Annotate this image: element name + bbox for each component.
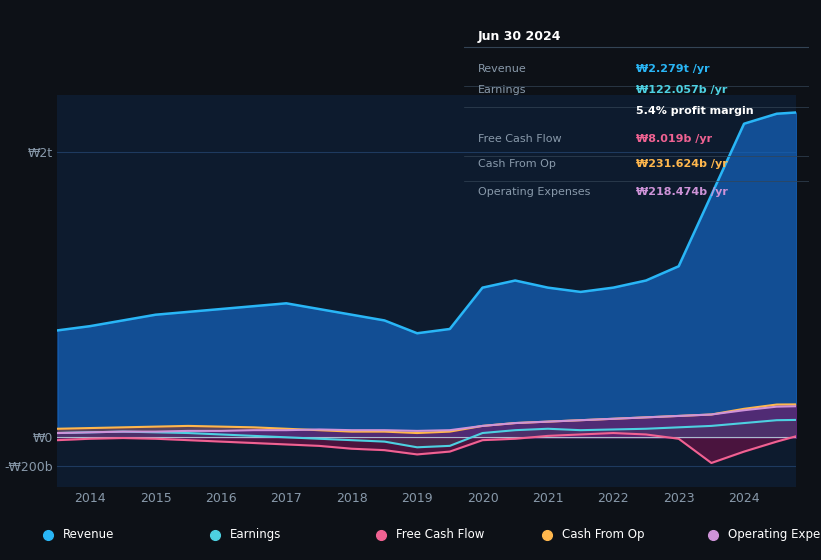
Text: Earnings: Earnings <box>478 85 526 95</box>
Text: Revenue: Revenue <box>478 64 526 74</box>
Text: Cash From Op: Cash From Op <box>562 528 644 542</box>
Text: Operating Expenses: Operating Expenses <box>728 528 821 542</box>
Text: ₩231.624b /yr: ₩231.624b /yr <box>636 160 728 170</box>
Text: ₩8.019b /yr: ₩8.019b /yr <box>636 134 713 144</box>
Text: Cash From Op: Cash From Op <box>478 160 556 170</box>
Text: Earnings: Earnings <box>229 528 281 542</box>
Text: ₩2.279t /yr: ₩2.279t /yr <box>636 64 710 74</box>
Text: Free Cash Flow: Free Cash Flow <box>478 134 562 144</box>
Text: 5.4% profit margin: 5.4% profit margin <box>636 106 754 116</box>
Text: Jun 30 2024: Jun 30 2024 <box>478 30 562 43</box>
Text: Operating Expenses: Operating Expenses <box>478 187 590 197</box>
Text: Free Cash Flow: Free Cash Flow <box>396 528 484 542</box>
Text: ₩122.057b /yr: ₩122.057b /yr <box>636 85 727 95</box>
Text: ₩218.474b /yr: ₩218.474b /yr <box>636 187 728 197</box>
Text: Revenue: Revenue <box>63 528 115 542</box>
